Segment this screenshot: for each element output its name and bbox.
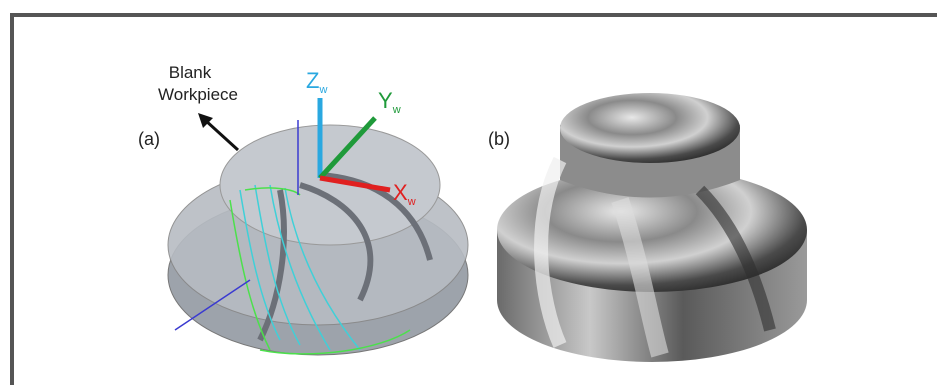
axis-label: Yw: [378, 88, 401, 116]
frame: [12, 15, 937, 385]
panel-label: (b): [488, 129, 510, 149]
panel-label: (a): [138, 129, 160, 149]
axis-label: Zw: [306, 68, 327, 96]
figure: Blank Workpiece (a) Zw Yw Xw (b): [0, 0, 937, 385]
annotation: Blank: [169, 63, 212, 82]
annotation: Workpiece: [158, 85, 238, 104]
arrow: [205, 120, 238, 150]
impeller-photo: [497, 93, 807, 362]
